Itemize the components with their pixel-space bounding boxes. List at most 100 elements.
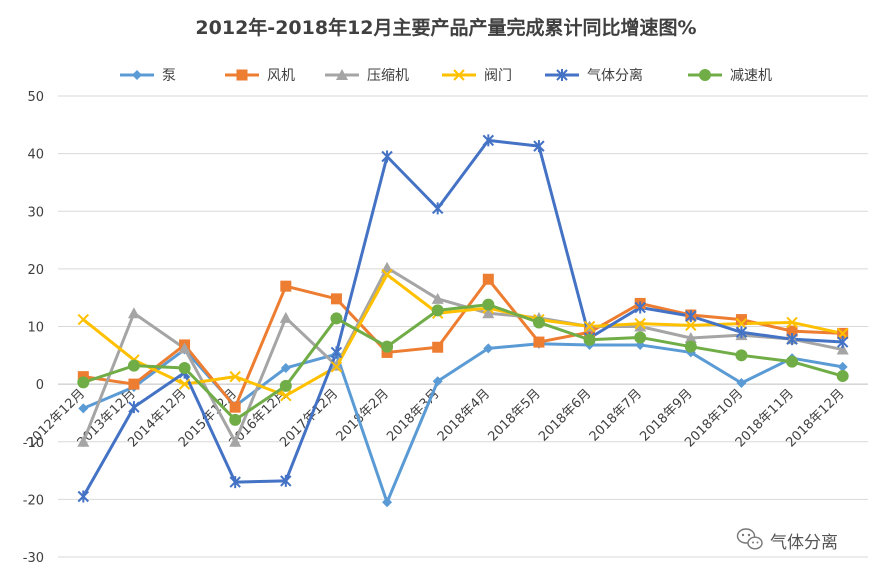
y-tick-label: 20 (27, 263, 44, 278)
data-point (330, 293, 342, 305)
data-point (330, 361, 343, 373)
data-point (431, 202, 444, 215)
legend-item: 阀门 (442, 68, 512, 84)
legend-label: 风机 (267, 68, 295, 84)
x-tick-label: 2018年5月 (486, 386, 544, 444)
data-point (735, 349, 748, 362)
data-point (280, 474, 292, 487)
data-point (836, 336, 849, 349)
y-tick-label: 50 (27, 90, 44, 105)
data-point (381, 150, 393, 163)
data-point (77, 490, 90, 503)
data-point (280, 389, 292, 402)
series-points-6 (77, 298, 849, 426)
watermark: 气体分离 (736, 528, 838, 553)
legend-label: 减速机 (730, 68, 772, 84)
legend-label: 压缩机 (367, 68, 409, 84)
legend-swatch-marker (336, 69, 348, 80)
series-line-5 (81, 138, 845, 498)
y-axis: -30 -20 -10 0 10 20 30 40 50 (23, 90, 44, 566)
data-point (128, 378, 140, 390)
data-point (634, 320, 647, 332)
series-line-6 (81, 303, 845, 422)
legend-item: 风机 (225, 68, 295, 84)
data-point (330, 359, 343, 371)
legend-swatch-marker (556, 69, 568, 81)
data-point (229, 435, 242, 447)
y-tick-label: -30 (23, 551, 44, 566)
wechat-icon (736, 528, 763, 550)
data-point (786, 333, 798, 346)
data-point (381, 340, 394, 353)
data-point (432, 376, 443, 387)
data-point (786, 355, 799, 368)
watermark-text: 气体分离 (770, 533, 838, 553)
data-point (533, 336, 545, 348)
data-point (229, 476, 241, 489)
data-point (685, 310, 697, 323)
data-point (127, 359, 140, 372)
legend-item: 减速机 (688, 68, 772, 84)
data-point (634, 301, 646, 314)
data-point (77, 376, 90, 389)
legend-swatch-marker (453, 69, 465, 81)
data-point (533, 140, 545, 153)
data-point (431, 292, 444, 304)
y-tick-label: 40 (27, 148, 44, 163)
data-point (381, 268, 393, 281)
data-point (229, 401, 241, 413)
data-point (786, 316, 798, 329)
data-point (330, 312, 343, 325)
data-point (786, 325, 798, 337)
legend-label: 气体分离 (587, 67, 643, 84)
series-line-2 (81, 277, 845, 409)
data-point (483, 343, 494, 354)
data-point (736, 377, 747, 388)
data-point (583, 320, 596, 333)
x-tick-label: 2018年4月 (435, 386, 493, 444)
data-point (178, 378, 191, 390)
y-tick-label: 10 (27, 321, 44, 336)
series-lines (81, 138, 845, 504)
data-point (78, 403, 89, 414)
x-tick-label: 2018年6月 (536, 386, 594, 444)
data-point (735, 314, 747, 326)
x-tick-label: 2018年7月 (587, 386, 645, 444)
data-point (128, 401, 140, 414)
data-point (431, 304, 444, 317)
data-point (532, 316, 545, 329)
data-point (229, 370, 241, 383)
data-point (583, 333, 596, 346)
data-point (685, 319, 697, 332)
data-point (735, 326, 748, 339)
legend: 泵 风机 压缩机 阀门 气体分离 减速机 (120, 67, 772, 84)
y-tick-label: 30 (27, 205, 44, 220)
legend-label: 泵 (162, 68, 176, 84)
y-tick-label: -20 (23, 493, 44, 508)
data-point (279, 379, 292, 392)
data-point (482, 134, 495, 147)
data-point (482, 273, 494, 285)
data-point (836, 327, 849, 340)
data-point (280, 280, 292, 292)
legend-swatch-marker (699, 69, 711, 81)
data-point (229, 413, 242, 426)
legend-swatch-marker (132, 70, 142, 80)
data-point (178, 342, 191, 354)
x-axis: 2012年12月2013年12月2014年12月2015年12月2016年12月… (24, 386, 847, 450)
chart-title: 2012年-2018年12月主要产品产量完成累计同比增速图% (195, 16, 696, 39)
series-markers (77, 134, 849, 508)
y-tick-label: -10 (23, 436, 44, 451)
data-point (279, 311, 292, 323)
data-point (836, 370, 849, 383)
x-tick-label: 2018年2月 (334, 386, 392, 444)
data-point (382, 497, 393, 508)
data-point (837, 361, 848, 372)
legend-item: 泵 (120, 68, 176, 84)
data-point (634, 317, 646, 330)
data-point (482, 307, 495, 319)
legend-label: 阀门 (484, 68, 512, 84)
data-point (127, 307, 140, 319)
data-point (684, 340, 697, 353)
